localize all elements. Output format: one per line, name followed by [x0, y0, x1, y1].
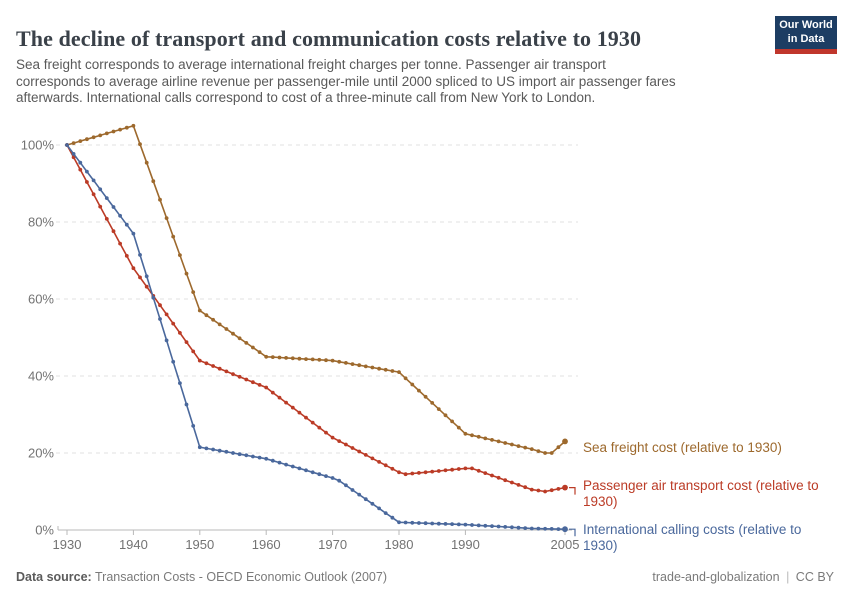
series-label-passenger-air[interactable]: Passenger air transport cost (relative t…	[583, 478, 845, 510]
chart-footer: Data source: Transaction Costs - OECD Ec…	[16, 570, 834, 584]
footer-separator: |	[786, 570, 790, 584]
svg-text:60%: 60%	[28, 292, 54, 307]
svg-text:1990: 1990	[451, 537, 480, 552]
subtitle-line-1: Sea freight corresponds to average inter…	[16, 57, 606, 72]
footer-note[interactable]: trade-and-globalization	[652, 570, 780, 584]
series-label-text: 1930)	[583, 494, 618, 509]
svg-text:20%: 20%	[28, 446, 54, 461]
license-link[interactable]: CC BY	[795, 570, 834, 584]
series-label-text: Passenger air transport cost (relative t…	[583, 478, 819, 493]
subtitle-line-3: afterwards. International calls correspo…	[16, 90, 596, 105]
svg-text:40%: 40%	[28, 369, 54, 384]
data-source-label: Data source:	[16, 570, 92, 584]
svg-text:100%: 100%	[21, 138, 55, 153]
owid-logo[interactable]: Our World in Data	[775, 16, 837, 54]
svg-text:1980: 1980	[385, 537, 414, 552]
footer-credits: trade-and-globalization | CC BY	[652, 570, 834, 584]
svg-text:1960: 1960	[252, 537, 281, 552]
data-source-value: Transaction Costs - OECD Economic Outloo…	[94, 570, 387, 584]
owid-logo-line2: in Data	[787, 32, 825, 45]
svg-text:1950: 1950	[185, 537, 214, 552]
svg-text:1970: 1970	[318, 537, 347, 552]
series-label-text: International calling costs (relative to	[583, 522, 802, 537]
owid-logo-line1: Our World	[779, 18, 833, 31]
series-label-text: 1930)	[583, 538, 618, 553]
series-label-text: Sea freight cost (relative to 1930)	[583, 440, 782, 455]
series-label-international-calls[interactable]: International calling costs (relative to…	[583, 522, 845, 554]
subtitle-line-2: corresponds to average airline revenue p…	[16, 73, 676, 89]
svg-text:1930: 1930	[53, 537, 82, 552]
svg-text:1940: 1940	[119, 537, 148, 552]
plot-area[interactable]: 0% 20% 40% 60% 80% 100% 1930 1940 1950 1960 1970 19…	[0, 110, 850, 570]
data-source: Data source: Transaction Costs - OECD Ec…	[16, 570, 387, 584]
svg-text:80%: 80%	[28, 215, 54, 230]
chart-subtitle: Sea freight corresponds to average inter…	[16, 57, 776, 107]
svg-text:2005: 2005	[551, 537, 580, 552]
chart-title: The decline of transport and communicati…	[16, 25, 642, 51]
series-label-sea-freight[interactable]: Sea freight cost (relative to 1930)	[583, 440, 845, 456]
svg-text:0%: 0%	[35, 523, 54, 538]
